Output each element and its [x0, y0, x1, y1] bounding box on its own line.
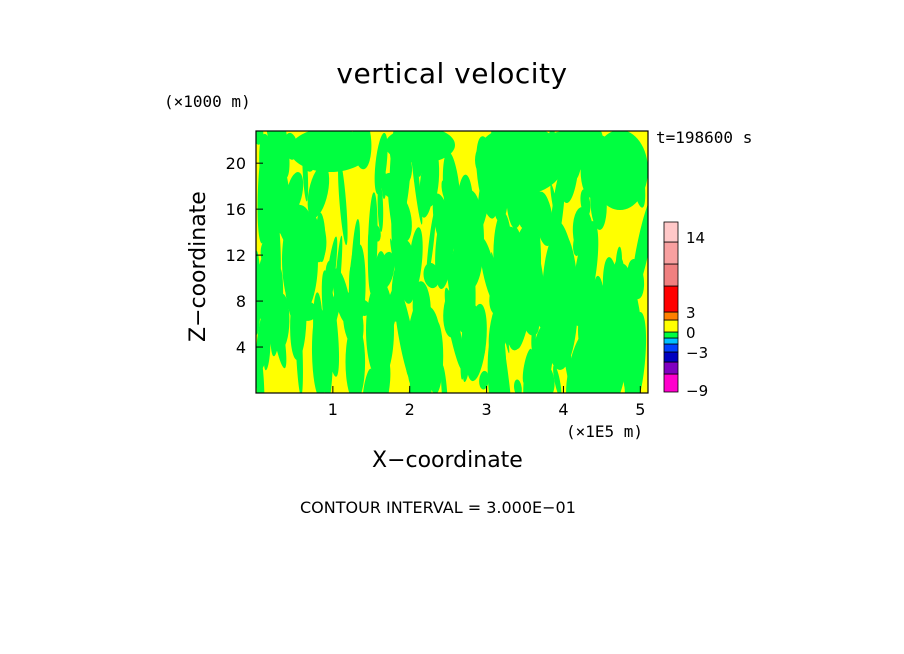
velocity-field	[256, 131, 648, 393]
downdraft-blob	[487, 326, 507, 393]
downdraft-patch	[290, 131, 370, 172]
colorbar-swatch	[663, 285, 679, 313]
downdraft-blob	[463, 344, 471, 383]
colorbar-label: 14	[686, 229, 705, 247]
time-label: t=198600 s	[656, 128, 753, 147]
colorbar-swatch	[663, 343, 679, 353]
colorbar-label: −3	[686, 344, 708, 362]
downdraft-blob	[528, 325, 548, 393]
downdraft-blob	[338, 159, 348, 246]
colorbar-swatch	[663, 319, 679, 333]
downdraft-blob	[261, 150, 280, 234]
x-tick-label: 5	[635, 400, 645, 419]
colorbar-swatch	[663, 337, 679, 345]
y-tick-label: 16	[226, 200, 246, 219]
downdraft-blob	[635, 224, 648, 288]
downdraft-blob	[531, 211, 551, 229]
downdraft-blob	[256, 353, 265, 393]
downdraft-patch	[542, 230, 578, 370]
colorbar-swatch	[663, 373, 679, 393]
chart-title: vertical velocity	[336, 57, 568, 90]
colorbar-swatch	[663, 263, 679, 287]
downdraft-blob	[362, 368, 373, 393]
colorbar-label: 3	[686, 304, 696, 322]
downdraft-blob	[373, 225, 381, 242]
downdraft-blob	[387, 184, 402, 259]
colorbar-swatch	[663, 331, 679, 339]
x-tick-label: 3	[481, 400, 491, 419]
y-tick-label: 4	[236, 338, 246, 357]
downdraft-blob	[444, 287, 465, 372]
downdraft-blob	[507, 297, 527, 351]
downdraft-blob	[374, 132, 388, 195]
downdraft-patch	[385, 131, 455, 163]
downdraft-blob	[394, 285, 418, 390]
colorbar-label: −9	[686, 382, 708, 400]
downdraft-patch	[578, 285, 622, 375]
colorbar-swatch	[663, 241, 679, 265]
downdraft-patch	[366, 280, 394, 380]
y-axis: 4 8 12 16 20	[226, 154, 263, 357]
downdraft-blob	[432, 193, 454, 254]
downdraft-blob	[479, 238, 499, 305]
downdraft-blob	[553, 364, 562, 393]
downdraft-blob	[321, 270, 340, 377]
x-axis-unit: (×1E5 m)	[566, 422, 644, 441]
x-tick-label: 1	[328, 400, 338, 419]
downdraft-blob	[268, 200, 281, 306]
colorbar-swatch	[663, 351, 679, 363]
downdraft-blob	[513, 379, 522, 393]
contour-interval-label: CONTOUR INTERVAL = 3.000E−01	[300, 498, 576, 517]
downdraft-blob	[525, 231, 546, 329]
downdraft-blob	[307, 165, 330, 218]
downdraft-blob	[264, 276, 275, 334]
x-tick-label: 4	[558, 400, 568, 419]
downdraft-blob	[350, 218, 361, 304]
downdraft-blob	[256, 131, 264, 145]
downdraft-blob	[381, 172, 398, 198]
downdraft-patch	[456, 190, 484, 290]
downdraft-blob	[401, 158, 411, 215]
x-axis: 1 2 3 4 5	[328, 386, 645, 419]
downdraft-blob	[426, 210, 436, 279]
downdraft-blob	[345, 322, 366, 393]
downdraft-blob	[479, 370, 489, 390]
downdraft-blob	[440, 364, 448, 393]
y-tick-label: 20	[226, 154, 246, 173]
downdraft-blob	[456, 287, 476, 334]
colorbar-label: 0	[686, 324, 696, 342]
y-tick-label: 8	[236, 292, 246, 311]
downdraft-patch	[282, 205, 318, 315]
downdraft-blob	[313, 292, 323, 357]
downdraft-blob	[377, 182, 384, 232]
y-axis-unit: (×1000 m)	[164, 92, 251, 111]
downdraft-blob	[509, 226, 524, 275]
colorbar: 14 3 0 −3 −9	[663, 221, 708, 400]
y-tick-label: 12	[226, 246, 246, 265]
colorbar-swatch	[663, 361, 679, 375]
downdraft-blob	[263, 332, 271, 371]
downdraft-blob	[420, 328, 433, 393]
downdraft-patch	[592, 131, 648, 210]
downdraft-blob	[269, 288, 287, 369]
colorbar-swatch	[663, 221, 679, 243]
downdraft-blob	[332, 268, 351, 324]
plot-frame	[255, 130, 649, 394]
colorbar-swatch	[663, 311, 679, 321]
downdraft-blob	[286, 172, 304, 214]
downdraft-blob	[295, 296, 303, 393]
x-axis-label: X−coordinate	[372, 448, 523, 473]
x-tick-label: 2	[405, 400, 415, 419]
